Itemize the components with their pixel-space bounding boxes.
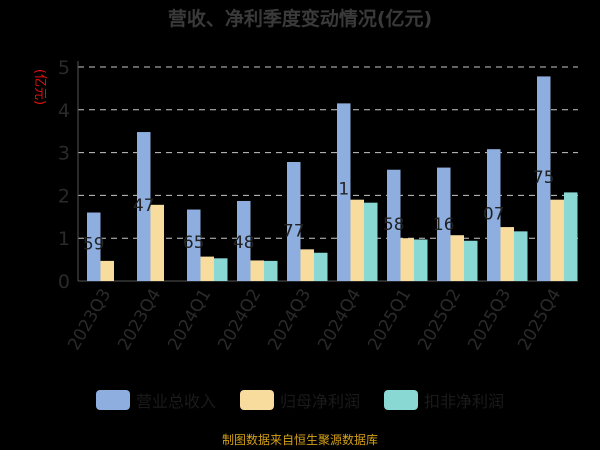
- bar-revenue: [287, 162, 301, 281]
- bar-revenue: [487, 149, 501, 281]
- data-label: 77: [283, 222, 305, 242]
- bar-revenue: [187, 209, 201, 281]
- y-axis-label: (亿元): [32, 69, 47, 105]
- bar-revenue: [87, 212, 101, 281]
- bar-deducted-net-profit: [514, 231, 528, 281]
- data-label: 48: [233, 233, 255, 253]
- bar-revenue: [237, 200, 251, 281]
- legend: 营业总收入 归母净利润 扣非净利润: [0, 388, 600, 412]
- data-label: 75: [533, 168, 555, 188]
- bar-net-profit: [450, 235, 464, 281]
- y-tick-label: 0: [58, 271, 70, 293]
- x-tick-label: 2023Q4: [114, 286, 165, 354]
- legend-label: 归母净利润: [279, 392, 360, 411]
- data-label: 1: [338, 180, 349, 200]
- bar-net-profit: [550, 199, 564, 281]
- bar-deducted-net-profit: [214, 258, 228, 281]
- y-tick-label: 4: [58, 100, 70, 122]
- bar-net-profit: [300, 249, 314, 281]
- data-label: 58: [383, 215, 405, 235]
- bar-revenue: [337, 103, 351, 281]
- bar-deducted-net-profit: [264, 260, 278, 281]
- bar-net-profit: [250, 260, 264, 281]
- bar-revenue: [387, 169, 401, 281]
- bar-revenue: [537, 76, 551, 281]
- bar-net-profit: [400, 238, 414, 281]
- bar-revenue: [437, 167, 451, 281]
- data-label: 59: [83, 234, 105, 254]
- bar-net-profit: [350, 199, 364, 281]
- chart-title: 营收、净利季度变动情况(亿元): [167, 8, 433, 30]
- x-tick-label: 2025Q1: [364, 286, 415, 354]
- bar-deducted-net-profit: [414, 239, 428, 281]
- legend-swatch: [384, 390, 418, 410]
- x-tick-label: 2025Q4: [514, 286, 565, 354]
- bar-deducted-net-profit: [314, 252, 328, 281]
- data-label: 07: [483, 205, 505, 225]
- legend-swatch: [239, 390, 274, 410]
- data-label: 16: [433, 215, 455, 235]
- legend-item: 营业总收入: [95, 388, 216, 412]
- bar-deducted-net-profit: [464, 240, 478, 281]
- legend-item: 扣非净利润: [384, 388, 504, 412]
- legend-swatch: [95, 390, 130, 410]
- data-label: 47: [133, 196, 155, 216]
- x-tick-label: 2024Q3: [264, 286, 315, 354]
- bar-deducted-net-profit: [564, 192, 578, 281]
- x-tick-label: 2024Q4: [314, 286, 365, 354]
- y-tick-label: 3: [58, 143, 70, 165]
- source-footer: 制图数据来自恒生聚源数据库: [221, 433, 378, 447]
- y-tick-label: 2: [58, 185, 70, 207]
- x-tick-label: 2023Q3: [64, 286, 115, 354]
- bar-net-profit: [500, 227, 514, 281]
- bar-revenue: [137, 132, 151, 281]
- x-tick-label: 2025Q2: [414, 286, 465, 354]
- x-tick-label: 2024Q2: [214, 286, 265, 354]
- data-label: 65: [183, 233, 205, 253]
- legend-label: 营业总收入: [135, 392, 216, 411]
- legend-item: 归母净利润: [239, 388, 360, 412]
- y-tick-label: 1: [58, 228, 70, 250]
- legend-label: 扣非净利润: [424, 392, 505, 411]
- bar-net-profit: [100, 260, 114, 281]
- bar-net-profit: [200, 256, 214, 281]
- bar-net-profit: [150, 204, 164, 281]
- x-tick-label: 2024Q1: [164, 286, 215, 354]
- x-tick-label: 2025Q3: [464, 286, 515, 354]
- bar-deducted-net-profit: [364, 202, 378, 281]
- y-tick-label: 5: [58, 57, 70, 79]
